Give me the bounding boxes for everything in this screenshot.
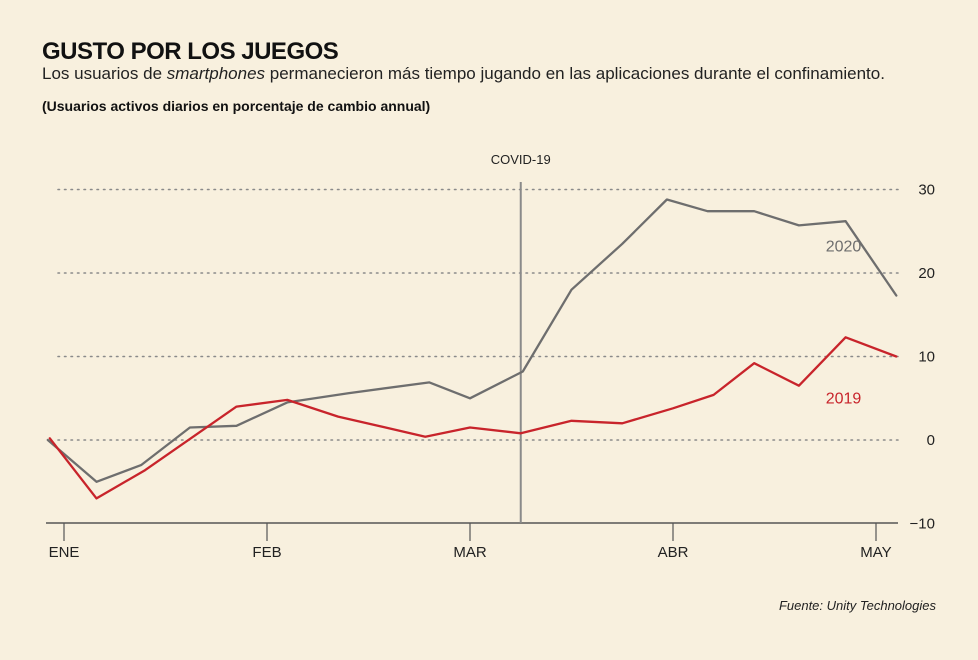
- x-tick-label-abr: ABR: [658, 544, 689, 561]
- series-label-2019: 2019: [826, 390, 862, 407]
- covid-annotation: COVID-19: [491, 152, 551, 523]
- series-line-2019: [48, 336, 898, 500]
- units-note: (Usuarios activos diarios en porcentaje …: [42, 98, 431, 114]
- y-tick-label-10: 10: [918, 349, 935, 366]
- x-tick-label-mar: MAR: [453, 544, 487, 561]
- chart-subtitle: Los usuarios de smartphones permaneciero…: [42, 64, 885, 84]
- series-label-2020: 2020: [826, 238, 862, 255]
- x-tick-label-ene: ENE: [49, 544, 80, 561]
- subtitle-emphasis: smartphones: [166, 64, 266, 83]
- y-tick-label-20: 20: [918, 265, 935, 282]
- x-tick-label-feb: FEB: [252, 544, 281, 561]
- series-lines: 2020 2019: [46, 198, 898, 500]
- chart-title: GUSTO POR LOS JUEGOS: [42, 38, 339, 65]
- subtitle-suffix: permanecieron más tiempo jugando en las …: [265, 64, 885, 83]
- covid-label: COVID-19: [491, 152, 551, 167]
- x-tick-label-may: MAY: [860, 544, 891, 561]
- series-line-2020: [46, 198, 898, 483]
- source-note: Fuente: Unity Technologies: [778, 598, 936, 613]
- y-tick-label--10: −10: [910, 516, 935, 533]
- y-tick-label-30: 30: [918, 182, 935, 199]
- subtitle-prefix: Los usuarios de: [42, 64, 167, 83]
- y-tick-label-0: 0: [927, 432, 935, 449]
- x-axis: ENE FEB MAR ABR MAY: [46, 522, 898, 561]
- gridlines: 30 20 10 0 −10: [57, 182, 935, 533]
